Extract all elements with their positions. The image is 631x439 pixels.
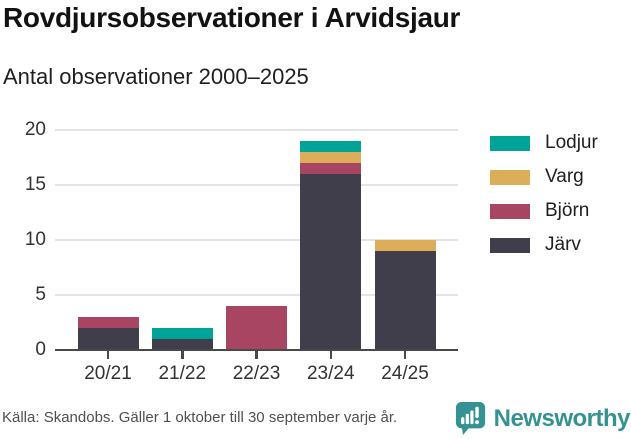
y-axis: 0 5 10 15 20 [8,120,46,360]
legend-item-järv: Järv [490,234,598,256]
legend-label-björn: Björn [545,200,590,221]
bar-segment-varg-23-24 [300,152,362,163]
newsworthy-logo: Newsworthy [455,401,631,436]
gridline [55,239,458,241]
y-tick-label: 15 [24,174,46,195]
x-tick-label: 20/21 [84,363,132,384]
y-tick-label: 0 [35,339,46,360]
gridline [55,129,458,131]
newsworthy-icon [455,401,487,436]
bar-segment-varg-24-25 [374,240,436,251]
bar-segment-järv-21-22 [151,339,213,350]
legend-item-lodjur: Lodjur [490,132,598,154]
legend-item-björn: Björn [490,200,598,222]
page-title: Rovdjursobservationer i Arvidsjaur [3,2,461,33]
legend-label-lodjur: Lodjur [545,132,598,153]
x-axis-tick [329,351,332,359]
x-tick-label: 21/22 [158,363,207,384]
legend-label-järv: Järv [545,234,581,255]
legend-swatch-järv [490,237,530,253]
legend-item-varg: Varg [490,166,598,188]
x-tick-label: 22/23 [232,363,281,384]
x-axis-tick [106,351,110,359]
bar-segment-lodjur-21-22 [151,328,213,339]
bar-segment-järv-23-24 [300,174,362,350]
legend: Lodjur Varg Björn Järv [490,132,598,268]
legend-swatch-varg [490,169,530,185]
x-axis-tick [403,351,407,359]
gridline [55,294,458,296]
legend-swatch-lodjur [490,135,530,151]
bar-segment-järv-20-21 [77,328,139,350]
y-tick-label: 5 [35,284,46,305]
gridline [55,184,458,186]
y-tick-label: 10 [24,229,46,250]
y-tick-label: 20 [24,119,46,140]
plot-area: 20/21 21/22 22/23 23/24 24/25 [55,129,458,384]
x-tick-label: 24/25 [381,363,429,384]
x-axis-tick [181,351,184,359]
legend-label-varg: Varg [545,166,584,187]
bar-segment-björn-20-21 [77,317,139,328]
bar-segment-lodjur-23-24 [300,141,362,152]
bar-segment-björn-22-23 [226,306,287,350]
x-axis-tick [255,351,258,359]
bar-segment-järv-24-25 [374,251,436,350]
x-axis-line [55,348,458,351]
legend-swatch-björn [490,203,530,219]
source-note: Källa: Skandobs. Gäller 1 oktober till 3… [2,409,398,426]
chart-subtitle: Antal observationer 2000–2025 [3,64,309,89]
x-tick-label: 23/24 [306,363,355,384]
bar-segment-björn-23-24 [300,163,362,174]
newsworthy-wordmark: Newsworthy [493,404,631,432]
